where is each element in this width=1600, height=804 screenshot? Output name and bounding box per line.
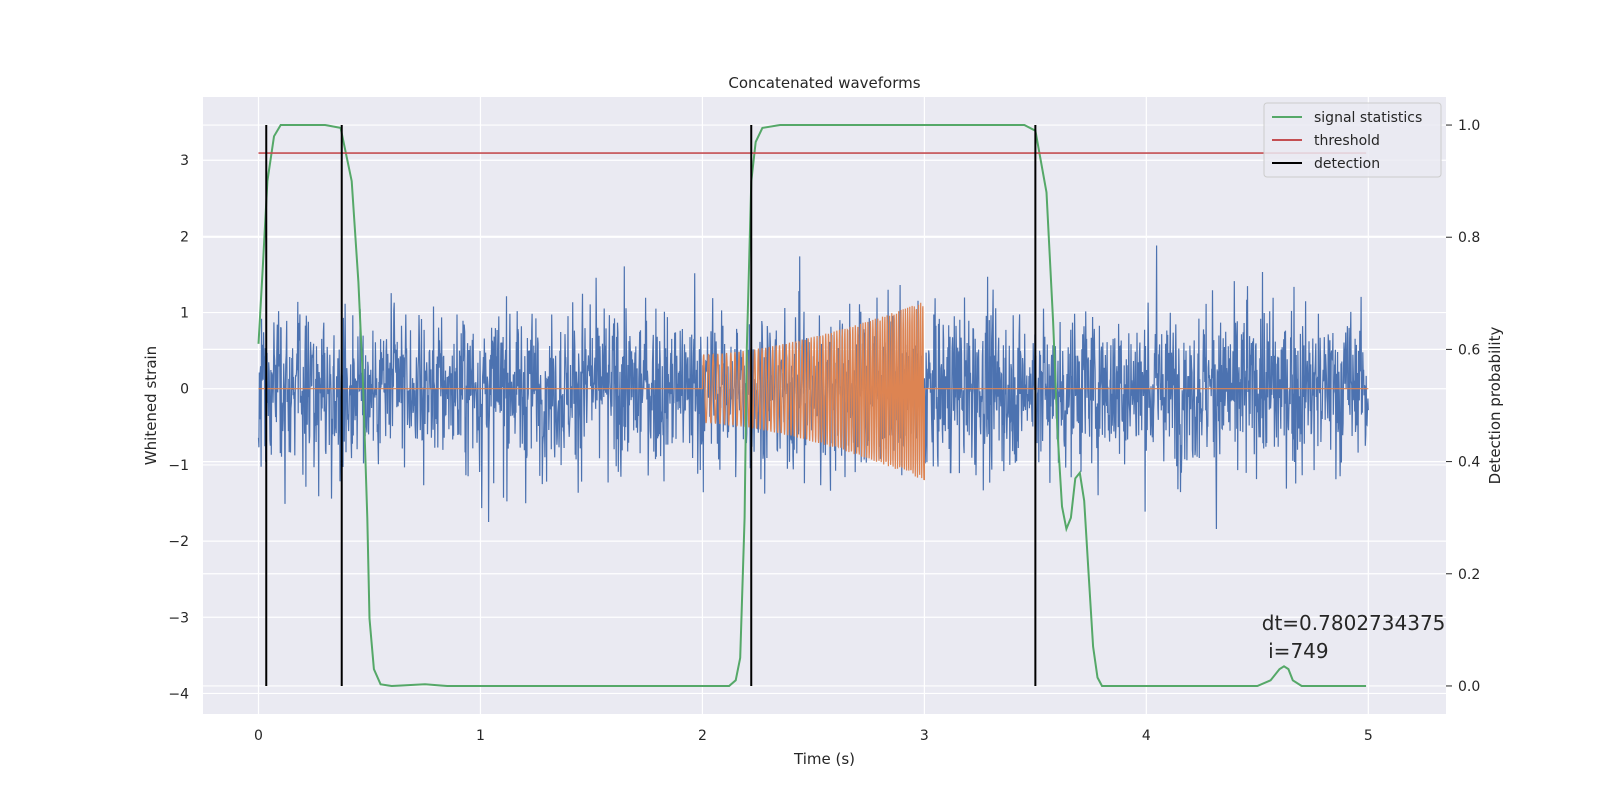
y2-tick-label: 0.8 — [1458, 230, 1480, 246]
legend-label-signal-statistics: signal statistics — [1314, 110, 1422, 126]
legend-label-threshold: threshold — [1314, 133, 1380, 149]
y-axis-label: Whitened strain — [142, 346, 160, 465]
y-tick-label: −2 — [168, 534, 189, 550]
y2-tick-label: 0.4 — [1458, 455, 1480, 471]
detection-lines — [265, 125, 1037, 686]
y2-axis-label: Detection probability — [1486, 327, 1504, 485]
x-tick-label: 2 — [698, 728, 707, 744]
y-tick-label: 0 — [180, 382, 189, 398]
y-tick-label: −1 — [168, 458, 189, 474]
y-tick-label: −4 — [168, 686, 189, 702]
x-tick-label: 4 — [1142, 728, 1151, 744]
y-tick-label: 2 — [180, 229, 189, 245]
y2-tick-label: 0.2 — [1458, 567, 1480, 583]
y-tick-label: 3 — [180, 153, 189, 169]
annotation-index: i=749 — [1262, 639, 1329, 663]
series-layer — [257, 124, 1369, 688]
y-tick-label: 1 — [180, 306, 189, 322]
signal-statistics-line — [257, 124, 1367, 688]
y2-tick-label: 0.0 — [1458, 679, 1480, 695]
legend: signal statistics threshold detection — [1263, 102, 1442, 178]
x-tick-label: 5 — [1364, 728, 1373, 744]
injection-series-line — [258, 302, 1369, 481]
y2-tick-label: 0.6 — [1458, 342, 1480, 358]
y-tick-label: −3 — [168, 610, 189, 626]
legend-label-detection: detection — [1314, 156, 1380, 172]
x-tick-label: 3 — [920, 728, 929, 744]
chart-title: Concatenated waveforms — [728, 74, 920, 92]
x-axis-label: Time (s) — [793, 750, 855, 768]
x-tick-label: 0 — [254, 728, 263, 744]
y2-tick-label: 1.0 — [1458, 118, 1480, 134]
x-tick-label: 1 — [476, 728, 485, 744]
annotation-dt: dt=0.7802734375 — [1262, 611, 1446, 635]
legend-box — [1263, 102, 1442, 178]
tick-labels: 0 1 2 3 4 5 −4 −3 −2 −1 0 1 2 3 0.0 0.2 0.4 0.6 0.8 1.0 — [168, 118, 1480, 744]
